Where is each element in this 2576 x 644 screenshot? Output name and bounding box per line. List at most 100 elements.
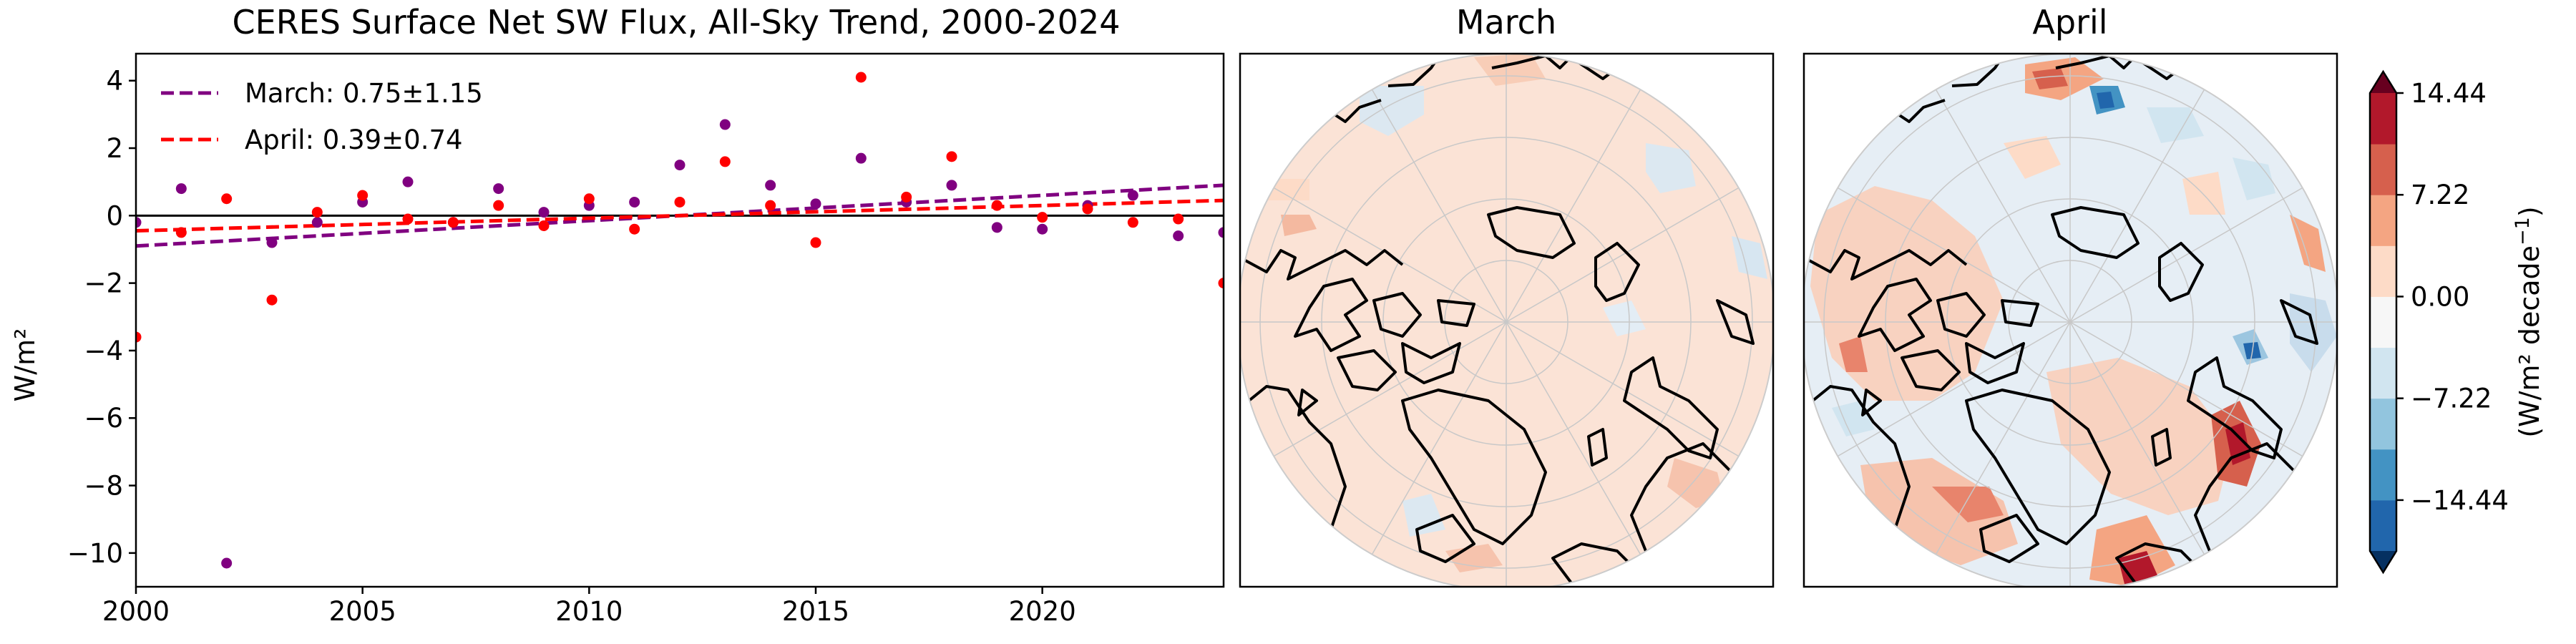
meridian-line: [2069, 321, 2303, 457]
colorbar: 14.44 7.22 0.00 −7.22 −14.44 (W/m² decade−1): [2368, 69, 2545, 575]
colorbar-tick-label: 0.00: [2411, 281, 2469, 312]
march-negative-patch: [1603, 301, 1646, 336]
march-map-frame: [1239, 52, 1775, 588]
meridian-line: [1837, 321, 2071, 457]
data-point-march: [311, 217, 323, 228]
april-positive-patch: [2290, 215, 2326, 272]
colorbar-bin: [2370, 245, 2396, 297]
march-graticule: [1240, 54, 1773, 587]
march-positive-patch: [1445, 544, 1503, 572]
april-negative-patch: [2233, 157, 2275, 200]
data-point-april: [266, 294, 278, 306]
data-point-march: [991, 222, 1002, 233]
data-point-april: [674, 196, 686, 208]
colorbar-tick-label: 14.44: [2411, 78, 2487, 109]
x-tick-label: 2020: [1009, 596, 1076, 627]
meridian-line: [1935, 89, 2071, 323]
colorbar-tick-label: 7.22: [2411, 180, 2469, 210]
data-point-march: [719, 119, 731, 130]
april-graticule: [1804, 54, 2337, 587]
april-positive-patch: [2182, 172, 2225, 215]
data-point-march: [136, 217, 142, 228]
trend-line-april: [136, 198, 1224, 233]
meridian-line: [1506, 187, 1740, 323]
meridian-line: [2069, 187, 2303, 323]
data-point-april: [901, 191, 912, 203]
time-series-panel: CERES Surface Net SW Flux, All-Sky Trend…: [9, 3, 1225, 627]
data-point-march: [1127, 190, 1138, 201]
data-point-april: [1037, 212, 1048, 223]
colorbar-bins: [2370, 72, 2396, 572]
colorbar-min-extend: [2370, 551, 2396, 572]
data-point-april: [357, 190, 369, 201]
data-point-march: [175, 183, 187, 195]
data-point-march: [266, 237, 278, 248]
meridian-line: [1506, 321, 1641, 555]
meridian-line: [1506, 321, 1740, 457]
colorbar-tick-label: −7.22: [2411, 384, 2492, 414]
data-point-april: [402, 213, 414, 225]
legend-april-label: April: 0.39±0.74: [245, 125, 463, 155]
y-tick-label: −4: [84, 336, 123, 366]
trend-lines: [136, 183, 1224, 248]
time-series-frame: [135, 52, 1225, 588]
meridian-line: [1371, 321, 1507, 555]
data-point-april: [855, 72, 867, 83]
data-point-march: [629, 196, 640, 208]
data-point-april: [311, 207, 323, 218]
data-point-april: [175, 227, 187, 238]
meridian-line: [1935, 321, 2071, 555]
data-point-april: [765, 200, 776, 211]
y-tick-label: 4: [106, 66, 123, 97]
colorbar-tick-label: −14.44: [2411, 485, 2509, 516]
data-point-april: [1173, 213, 1184, 225]
april-strong-negative-patch: [2097, 92, 2114, 109]
data-point-march: [674, 160, 686, 171]
time-series-title: CERES Surface Net SW Flux, All-Sky Trend…: [233, 3, 1121, 42]
colorbar-bin: [2370, 296, 2396, 348]
x-tick-label: 2000: [102, 596, 170, 627]
colorbar-bin: [2370, 398, 2396, 450]
colorbar-bin: [2370, 347, 2396, 399]
april-positive-patch: [2046, 358, 2233, 515]
data-point-april: [538, 220, 550, 231]
colorbar-bin: [2370, 499, 2396, 552]
legend: March: 0.75±1.15 April: 0.39±0.74: [161, 78, 483, 155]
colorbar-max-extend: [2370, 72, 2396, 93]
march-positive-patch: [1281, 215, 1317, 236]
april-map-panel: April: [1802, 3, 2338, 588]
april-positive-patch: [1839, 336, 1868, 372]
meridian-line: [1273, 321, 1507, 457]
april-positive-patch: [2004, 136, 2061, 179]
april-map-title: April: [2032, 3, 2107, 42]
colorbar-outline: [2368, 69, 2398, 575]
legend-march-label: March: 0.75±1.15: [245, 78, 483, 109]
y-tick-label: −10: [67, 538, 123, 569]
data-point-april: [1218, 278, 1224, 289]
data-point-april: [991, 200, 1002, 211]
data-point-april: [136, 331, 142, 343]
data-point-april: [1127, 217, 1138, 228]
april-positive-patch: [1932, 487, 2004, 522]
y-tick-label: 2: [106, 133, 123, 164]
data-point-march: [402, 176, 414, 187]
colorbar-bin: [2370, 195, 2396, 246]
colorbar-ticks: 14.44 7.22 0.00 −7.22 −14.44: [2396, 78, 2509, 516]
data-point-march: [810, 198, 821, 210]
april-strong-positive-patch: [2032, 68, 2068, 89]
march-positive-patch: [1259, 179, 1309, 200]
april-map-frame: [1802, 52, 2338, 588]
april-negative-patch: [2147, 107, 2204, 143]
data-point-april: [629, 223, 640, 235]
data-point-april: [1082, 203, 1093, 215]
colorbar-bin: [2370, 449, 2396, 501]
data-point-march: [538, 207, 550, 218]
y-tick-label: −6: [84, 403, 123, 434]
meridian-line: [1371, 89, 1507, 323]
data-point-april: [583, 193, 595, 205]
march-map-title: March: [1456, 3, 1556, 42]
data-point-march: [221, 557, 233, 569]
y-axis-label: W/m²: [9, 328, 41, 402]
colorbar-bin: [2370, 93, 2396, 145]
x-tick-label: 2010: [555, 596, 623, 627]
